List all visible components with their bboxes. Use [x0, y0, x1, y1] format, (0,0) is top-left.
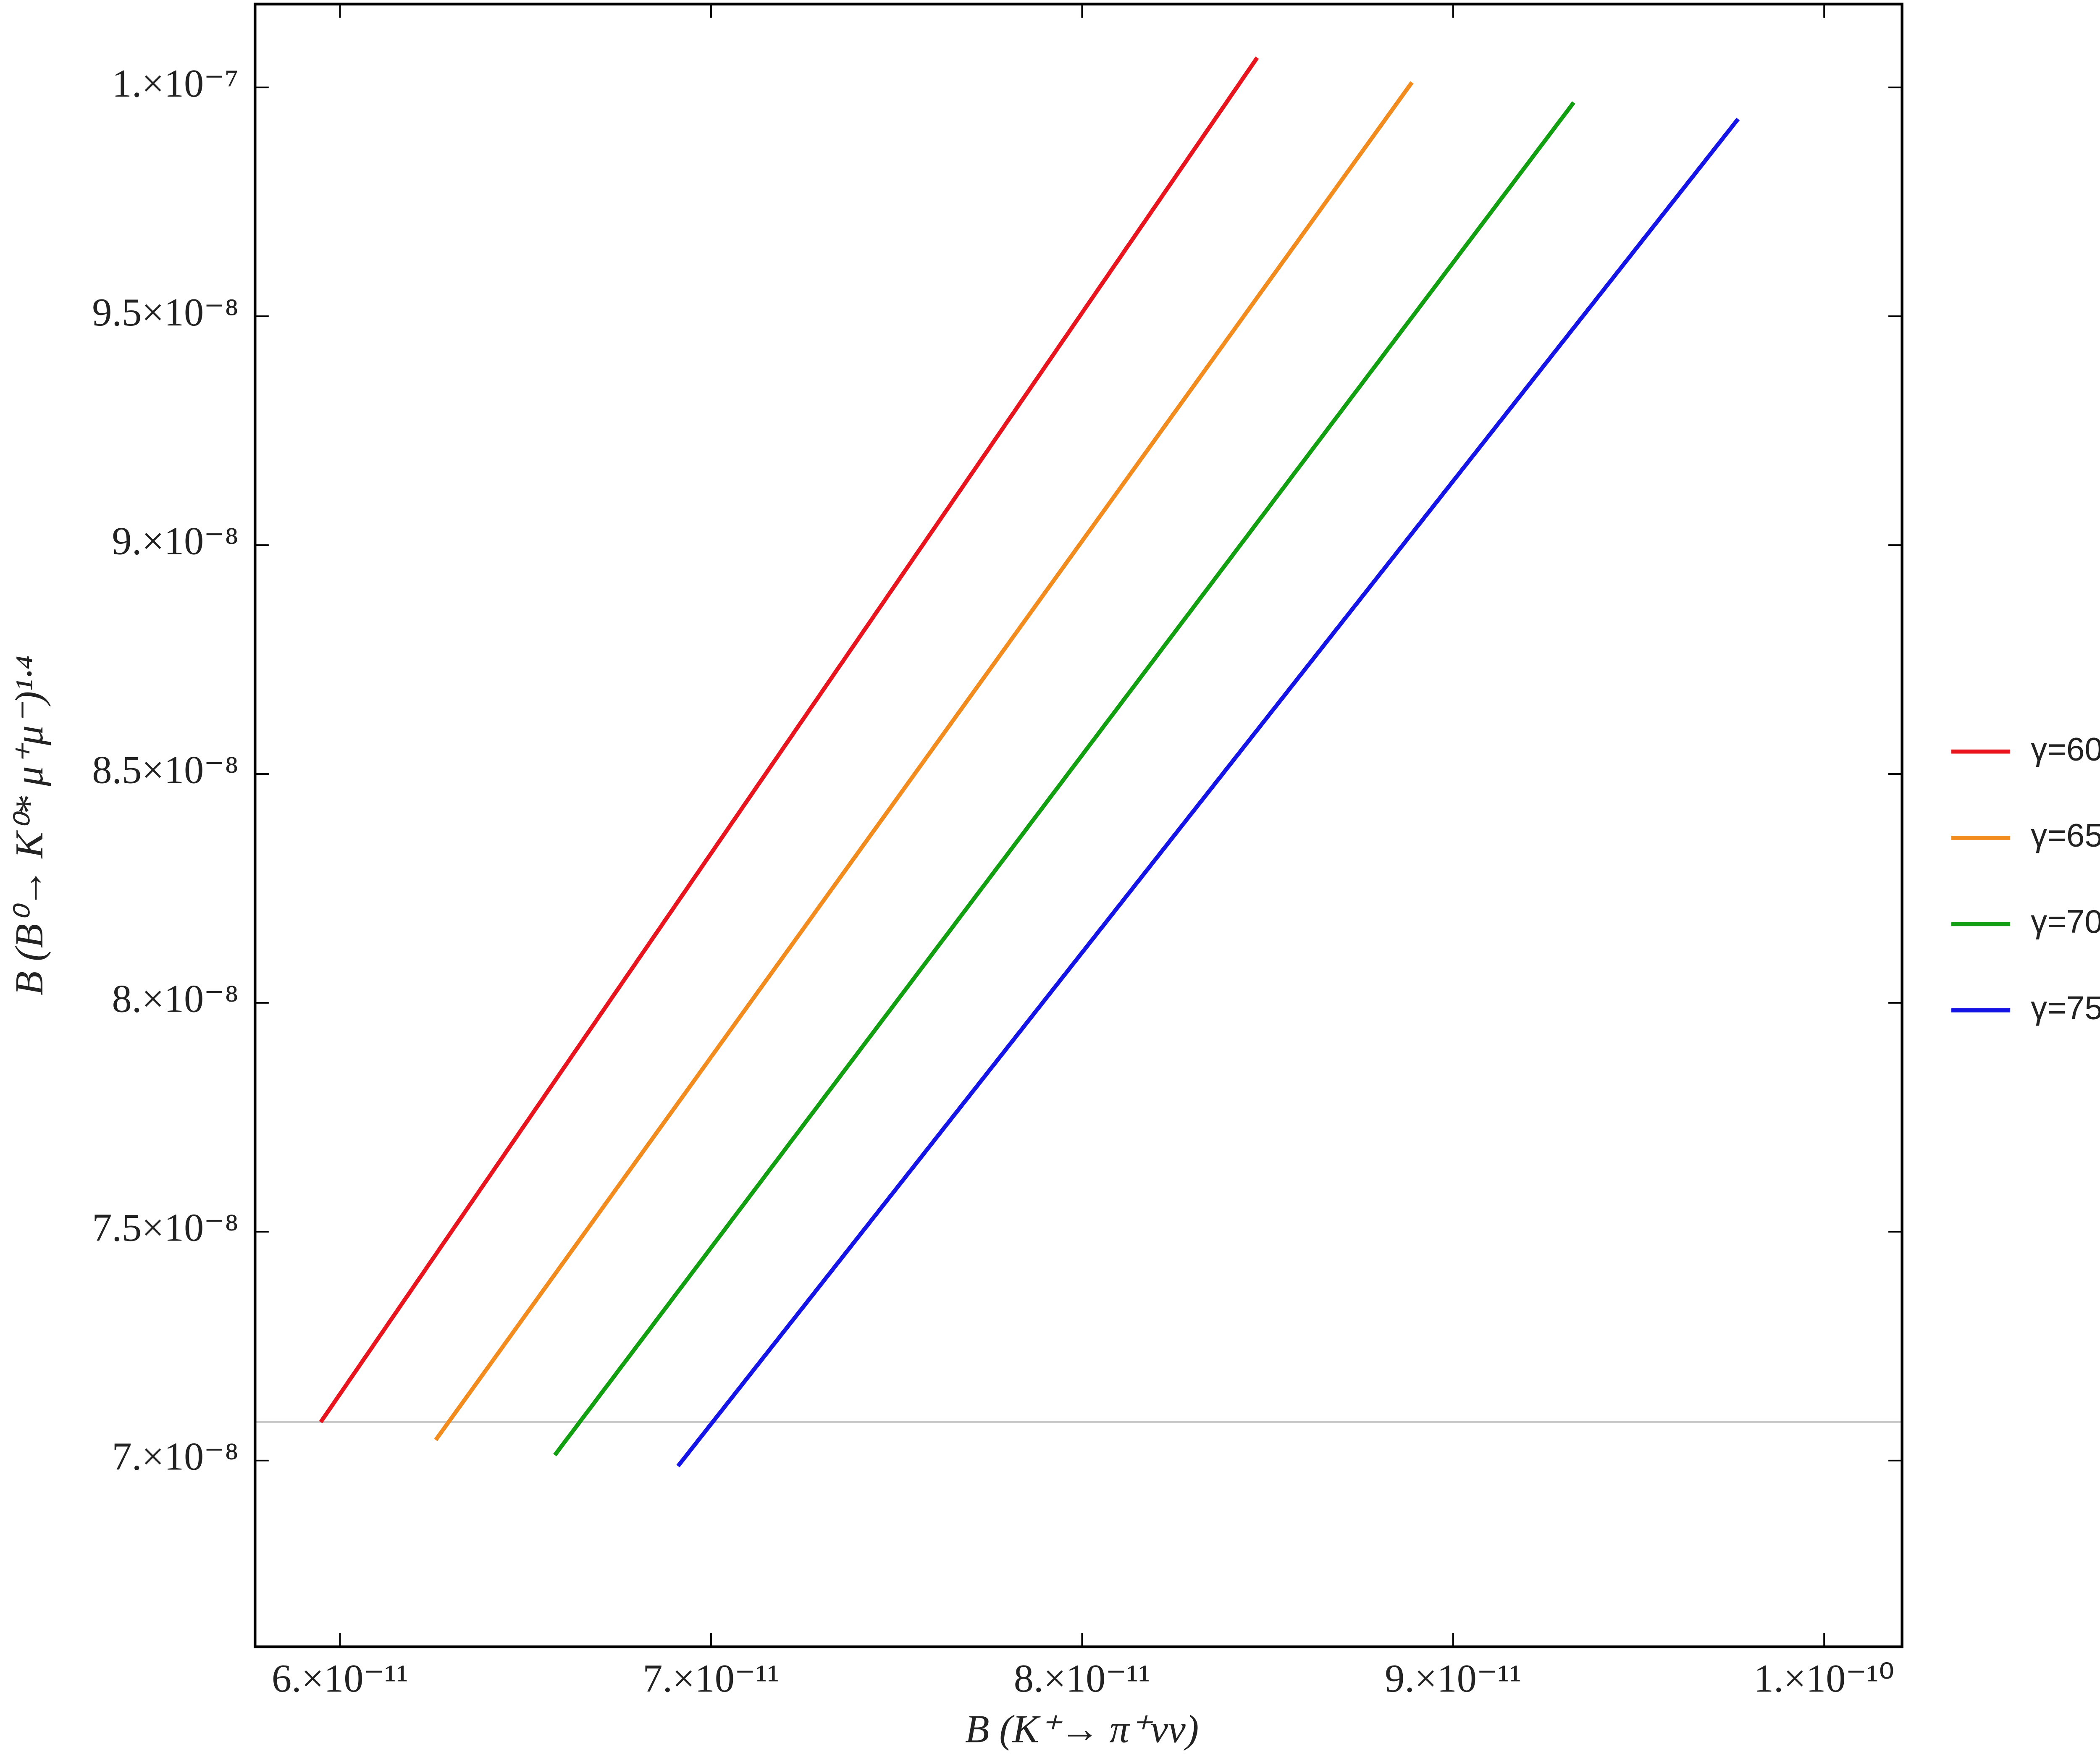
- x-axis-label: B (K⁺→ π⁺νν): [965, 1708, 1199, 1751]
- legend-label: γ=60°: [2031, 730, 2100, 767]
- series-line: [553, 101, 1575, 1456]
- x-tick-label: 9.×10⁻¹¹: [1385, 1657, 1521, 1700]
- y-tick-label: 9.5×10⁻⁸: [92, 291, 239, 334]
- series-line: [434, 81, 1414, 1441]
- y-tick-label: 9.×10⁻⁸: [112, 519, 239, 563]
- x-tick-label: 1.×10⁻¹⁰: [1754, 1657, 1895, 1700]
- series-line: [319, 56, 1259, 1424]
- x-tick-label: 7.×10⁻¹¹: [643, 1657, 779, 1700]
- x-tick-label: 6.×10⁻¹¹: [272, 1657, 408, 1700]
- legend-label: γ=70°: [2031, 903, 2100, 940]
- legend-label: γ=65°: [2031, 817, 2100, 854]
- y-tick-label: 1.×10⁻⁷: [112, 62, 239, 105]
- plot-frame: [253, 3, 1903, 1648]
- y-tick-label: 7.5×10⁻⁸: [92, 1206, 239, 1250]
- x-tick-label: 8.×10⁻¹¹: [1014, 1657, 1150, 1700]
- series-line: [676, 118, 1740, 1467]
- y-tick-label: 8.5×10⁻⁸: [92, 748, 239, 792]
- y-tick-label: 7.×10⁻⁸: [112, 1435, 239, 1479]
- y-axis-label: B (B⁰→ K⁰* μ⁺μ⁻)¹·⁴: [8, 656, 51, 995]
- y-tick-label: 8.×10⁻⁸: [112, 977, 239, 1021]
- legend-label: γ=75°: [2031, 989, 2100, 1026]
